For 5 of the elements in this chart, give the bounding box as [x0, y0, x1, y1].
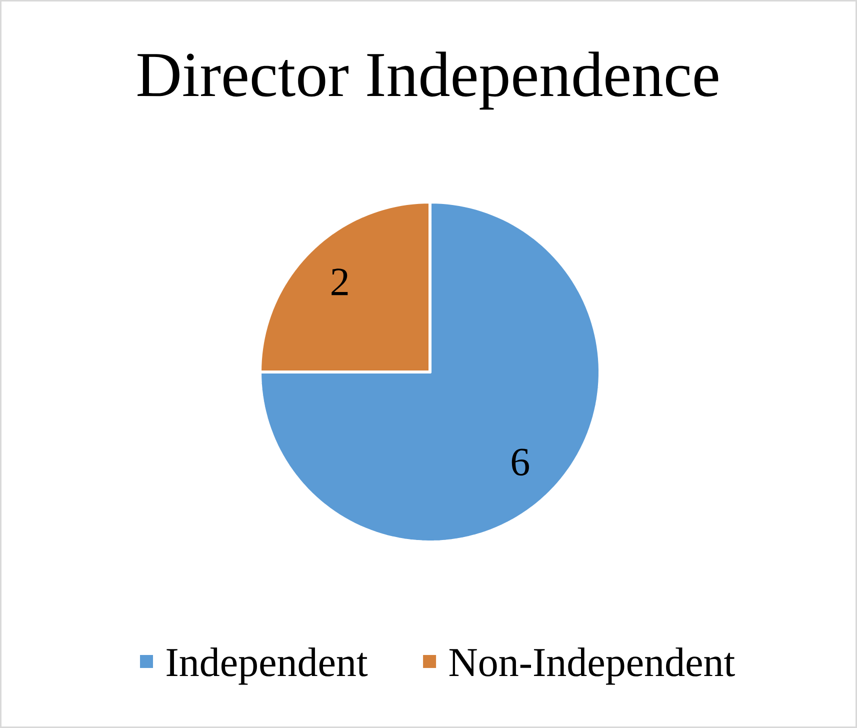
data-label: 6 [512, 448, 529, 476]
chart-title: Director Independence [138, 52, 718, 110]
legend-label: Independent [166, 648, 368, 685]
legend-label: Non-Independent [449, 648, 735, 685]
data-label: 2 [332, 268, 348, 296]
